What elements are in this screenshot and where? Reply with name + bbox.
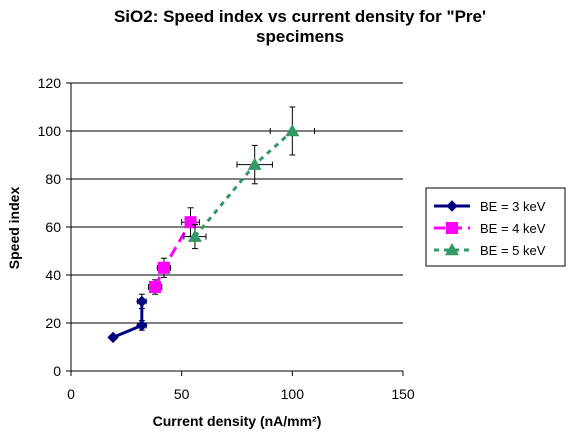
series-line-3 [193, 129, 294, 238]
series-3 [183, 106, 315, 250]
x-tick-label-100: 100 [281, 386, 305, 402]
legend: BE = 3 keV BE = 4 keV BE = 5 keV [425, 187, 566, 267]
data-point-marker [184, 216, 197, 229]
y-tick-label-60: 60 [45, 219, 61, 235]
series-2 [147, 207, 200, 295]
y-tick-label-40: 40 [45, 267, 61, 283]
data-point-marker [136, 319, 148, 332]
y-tick-label-20: 20 [45, 315, 61, 331]
x-tick-label-150: 150 [391, 386, 415, 402]
data-point-marker [149, 281, 162, 293]
y-tick-label-0: 0 [53, 363, 61, 379]
x-tick-label-50: 50 [174, 386, 190, 402]
chart-title-line-2: specimens [256, 27, 344, 46]
legend-marker-1 [446, 200, 458, 212]
data-point-marker [187, 229, 202, 242]
series-line-1 [112, 301, 144, 339]
legend-label-1: BE = 3 keV [480, 199, 546, 214]
axes [66, 82, 404, 376]
chart-title-line-1: SiO2: Speed index vs current density for… [114, 7, 486, 26]
y-tick-label-100: 100 [38, 123, 62, 139]
legend-marker-2 [446, 222, 458, 234]
data-point-marker [157, 261, 170, 274]
y-tick-label-80: 80 [45, 171, 61, 187]
legend-label-2: BE = 4 keV [480, 221, 546, 236]
legend-marker-3 [445, 243, 459, 256]
data-point-marker [247, 157, 262, 170]
data-point-marker [107, 331, 119, 344]
y-tick-label-120: 120 [38, 75, 62, 91]
data-point-marker [285, 124, 300, 137]
series-line-2 [153, 221, 192, 288]
data-point-marker [136, 295, 148, 308]
tick-labels: 0 20 40 60 80 100 120 0 50 100 150 [38, 75, 415, 402]
x-axis-label: Current density (nA/mm²) [153, 413, 322, 429]
series-1 [107, 293, 148, 344]
y-axis-label: Speed index [6, 187, 22, 270]
series-layer [107, 106, 315, 344]
gridlines [71, 82, 403, 324]
x-tick-label-0: 0 [67, 386, 75, 402]
legend-label-3: BE = 5 keV [480, 243, 546, 258]
